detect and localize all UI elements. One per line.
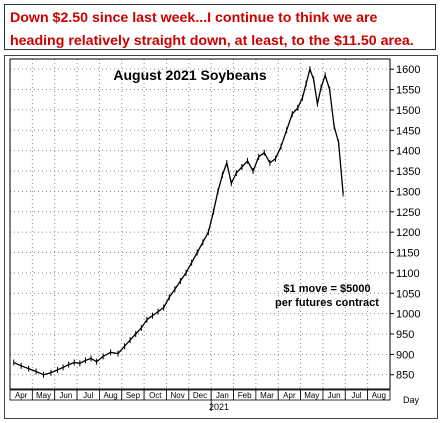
y-tick-label: 1100 — [396, 268, 420, 280]
y-tick-label: 1000 — [396, 309, 420, 321]
y-tick-label: 1350 — [396, 166, 420, 178]
year-label: 2021 — [209, 402, 229, 412]
x-tick-label: Jan — [216, 391, 229, 400]
x-tick-label: Apr — [283, 391, 296, 400]
x-tick-label: May — [36, 391, 51, 400]
x-tick-label: Sep — [126, 391, 141, 400]
x-tick-label: Aug — [372, 391, 386, 400]
x-tick-label: Dec — [193, 391, 207, 400]
headline-line-1: Down $2.50 since last week...I continue … — [10, 10, 378, 26]
plot-area-border — [9, 58, 391, 390]
y-tick-label: 1400 — [396, 146, 420, 158]
y-tick-label: 1550 — [396, 85, 420, 97]
x-axis-label: Day — [403, 395, 420, 405]
x-tick-label: May — [304, 391, 319, 400]
y-tick-label: 1450 — [396, 125, 420, 137]
x-tick-label: Mar — [260, 391, 274, 400]
y-tick-label: 900 — [396, 349, 414, 361]
x-tick-label: Apr — [15, 391, 28, 400]
x-tick-label: Jun — [59, 391, 72, 400]
x-tick-label: Jul — [351, 391, 361, 400]
chart-frame — [4, 55, 438, 419]
y-tick-label: 1150 — [396, 248, 420, 260]
x-tick-label: Jul — [83, 391, 93, 400]
series-line — [13, 68, 344, 376]
headline-box: Down $2.50 since last week...I continue … — [4, 4, 436, 50]
x-tick-label: Oct — [149, 391, 162, 400]
x-tick-label: Aug — [103, 391, 117, 400]
headline-line-2: heading relatively straight down, at lea… — [10, 33, 414, 49]
y-tick-label: 1050 — [396, 288, 420, 300]
annotation-line-1: $1 move = $5000 — [283, 283, 370, 295]
y-tick-label: 850 — [396, 370, 414, 382]
x-tick-label: Nov — [171, 391, 185, 400]
y-tick-label: 1300 — [396, 186, 420, 198]
x-tick-label: Feb — [238, 391, 252, 400]
y-tick-label: 950 — [396, 329, 414, 341]
y-tick-label: 1500 — [396, 105, 420, 117]
chart-title: August 2021 Soybeans — [113, 67, 266, 83]
annotation-line-2: per futures contract — [275, 297, 379, 309]
y-tick-label: 1250 — [396, 207, 420, 219]
x-month-box — [367, 389, 391, 401]
y-tick-label: 1600 — [396, 64, 420, 76]
x-tick-label: Jun — [328, 391, 341, 400]
y-tick-label: 1200 — [396, 227, 420, 239]
